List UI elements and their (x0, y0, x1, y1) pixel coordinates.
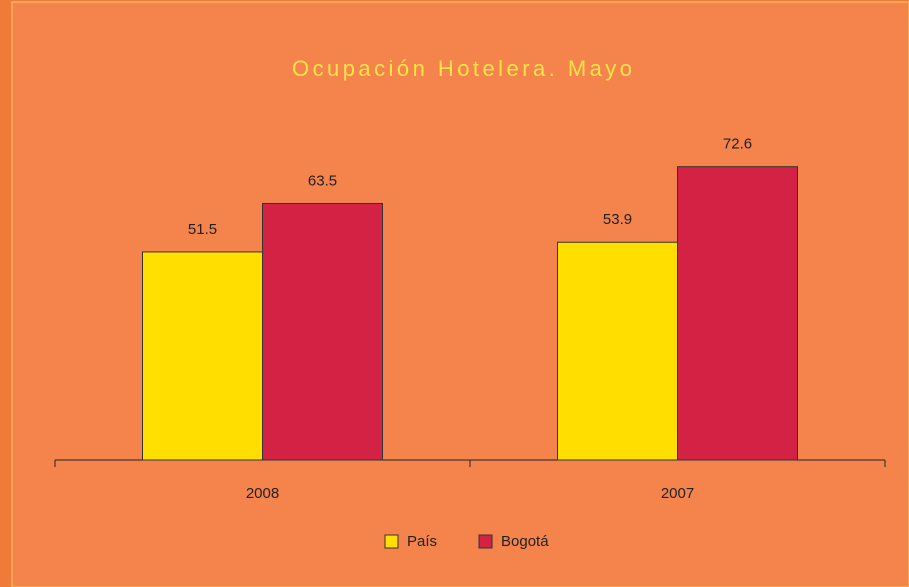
chart-title: Ocupación Hotelera. Mayo (292, 56, 632, 81)
legend-label: Bogotá (501, 533, 549, 550)
bar (262, 202, 383, 461)
value-label: 63.5 (308, 172, 337, 189)
x-tick-label: 2007 (661, 485, 694, 502)
bar (557, 241, 678, 461)
value-label: 51.5 (188, 221, 217, 238)
bar (677, 166, 798, 461)
legend-swatch (478, 534, 493, 549)
legend-label: País (407, 533, 437, 550)
value-label: 72.6 (723, 136, 752, 153)
legend-swatch (384, 534, 399, 549)
x-tick-label: 2008 (246, 485, 279, 502)
bar (142, 251, 263, 461)
value-label: 53.9 (603, 211, 632, 228)
